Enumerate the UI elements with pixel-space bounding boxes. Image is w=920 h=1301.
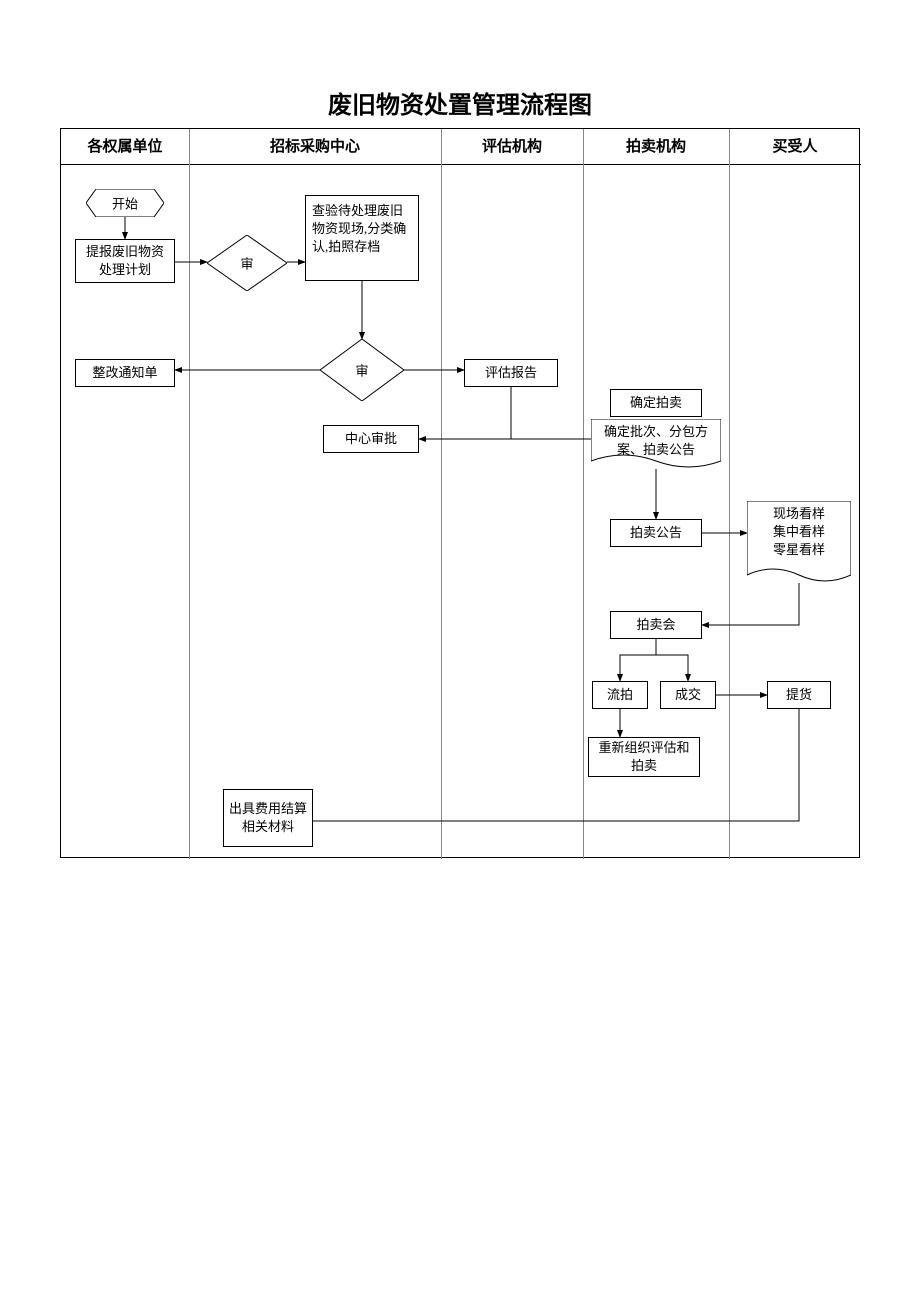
node-d1: 审 [207,235,287,291]
node-inspect: 查验待处理废旧物资现场,分类确认,拍照存档 [305,195,419,281]
arrow-pick-fee [313,709,799,821]
arrow-meet-fail [620,639,656,681]
node-approve: 中心审批 [323,425,419,453]
arrow-report-approve [419,387,511,439]
node-notice2: 拍卖公告 [610,519,702,547]
node-report: 评估报告 [464,359,558,387]
node-pick: 提货 [767,681,831,709]
arrow-viewdoc-meet [702,583,799,625]
node-viewdoc: 现场看样集中看样零星看样 [747,501,851,583]
node-confirm: 确定拍卖 [610,389,702,417]
node-notice: 整改通知单 [75,359,175,387]
node-plan: 提报废旧物资处理计划 [75,239,175,283]
swimlane-diagram: 各权属单位招标采购中心评估机构拍卖机构买受人开始提报废旧物资处理计划审查验待处理… [60,128,860,858]
page-title: 废旧物资处置管理流程图 [0,85,920,120]
node-start: 开始 [86,189,164,217]
node-fail: 流拍 [592,681,648,709]
node-batch: 确定批次、分包方案、拍卖公告 [591,419,721,469]
node-d2: 审 [320,339,404,401]
node-meet: 拍卖会 [610,611,702,639]
node-succ: 成交 [660,681,716,709]
arrow-layer [61,129,861,859]
node-reorg: 重新组织评估和拍卖 [588,737,700,777]
node-fee: 出具费用结算相关材料 [223,789,313,847]
arrow-meet-succ [656,639,688,681]
